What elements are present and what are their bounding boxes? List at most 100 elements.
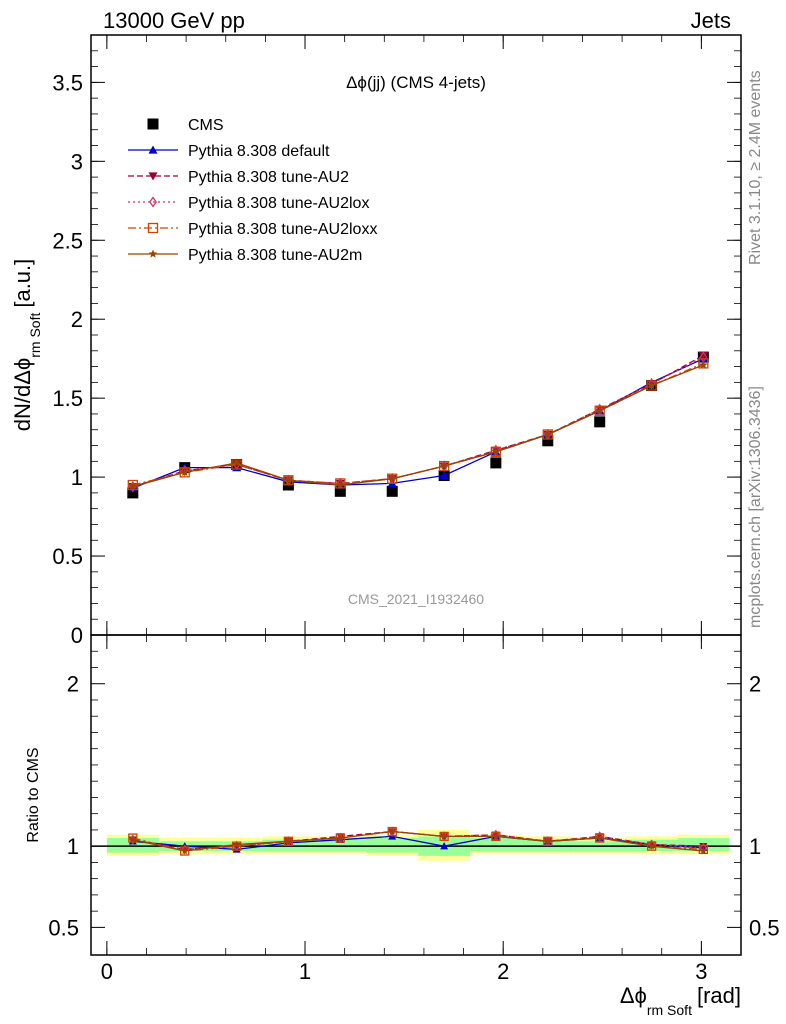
mcplots-label: mcplots.cern.ch [arXiv:1306.3436]: [747, 386, 764, 628]
ratio-point: [180, 847, 189, 855]
data-point: [335, 478, 346, 489]
ratio-point: [440, 832, 448, 840]
ratio-point: [284, 837, 293, 845]
header-right: Jets: [691, 8, 731, 33]
data-point: [595, 403, 604, 415]
data-point: [386, 485, 398, 497]
series-line: [132, 364, 704, 488]
ratio-point: [388, 827, 396, 835]
main-y-tick-label: 0: [71, 623, 83, 648]
legend-label: Pythia 8.308 tune-AU2lox: [188, 195, 369, 212]
ratio-point: [648, 839, 656, 850]
series-pythia-8-308-tune-au2loxx: [127, 358, 709, 491]
main-y-tick-label: 1: [71, 465, 83, 490]
main-y-tick-label: 1.5: [52, 386, 83, 411]
data-point: [594, 416, 606, 428]
data-point: [490, 446, 502, 457]
data-point: [595, 406, 604, 415]
main-panel: 0 0.5 1 1.5 2 2.5 3 3.5 Δϕ(jj) (CMS 4-jets) CMS…: [10, 34, 742, 648]
data-point: [232, 458, 241, 467]
ratio-point: [232, 840, 241, 848]
legend-marker: [149, 196, 157, 208]
legend-marker: [148, 172, 158, 181]
data-point: [439, 461, 449, 470]
ratio-point: [492, 832, 500, 840]
legend-entry: Pythia 8.308 tune-AU2lox: [128, 195, 369, 212]
legend-entry: CMS: [147, 117, 224, 134]
series-pythia-8-308-tune-au2lox: [128, 351, 708, 493]
ratio-y-tick-label-right: 2: [749, 672, 761, 697]
xlabel-main: Δϕ: [620, 983, 647, 1008]
ylabel-sub: rm Soft: [27, 313, 43, 358]
data-point: [490, 457, 502, 469]
ratio-line: [132, 830, 704, 851]
legend-entry: Pythia 8.308 default: [128, 143, 330, 160]
data-point: [438, 460, 450, 472]
x-axis-title: Δϕrm Soft [rad]: [620, 983, 741, 1018]
x-tick-label: 2: [497, 959, 509, 984]
data-point: [646, 380, 657, 391]
legend-label: CMS: [188, 117, 224, 134]
legend-marker: [147, 118, 159, 130]
ylabel-main: dN/dΔϕ: [10, 358, 35, 432]
ratio-y-tick-label-right: 1: [749, 834, 761, 859]
legend-label: Pythia 8.308 tune-AU2: [188, 169, 349, 186]
data-point: [491, 447, 501, 456]
ratio-point: [595, 834, 604, 842]
ratio-point: [181, 844, 189, 855]
ratio-point: [544, 837, 552, 845]
data-point: [439, 471, 449, 480]
data-point: [594, 405, 605, 416]
main-y-tick-label: 0.5: [52, 544, 83, 569]
data-point: [334, 485, 346, 497]
data-point: [180, 467, 189, 476]
data-point: [336, 480, 345, 489]
ratio-point: [492, 829, 500, 840]
series-pythia-8-308-tune-au2m: [128, 360, 708, 491]
xlabel-unit: [rad]: [697, 983, 741, 1008]
xlabel-sub: rm Soft: [647, 1002, 692, 1018]
rivet-label: Rivet 3.1.10, ≥ 2.4M events: [747, 70, 764, 265]
x-tick-label: 1: [299, 959, 311, 984]
ratio-point: [698, 844, 708, 855]
series-pythia-8-308-default: [128, 354, 708, 492]
y-axis-title: dN/dΔϕrm Soft [a.u.]: [10, 259, 43, 432]
ratio-point: [699, 847, 708, 855]
data-point: [647, 381, 656, 390]
ratio-point: [129, 835, 137, 843]
ratio-ylabel: Ratio to CMS: [25, 747, 42, 842]
data-point: [128, 482, 138, 491]
legend-label: Pythia 8.308 default: [188, 143, 330, 160]
data-point: [698, 358, 709, 369]
data-point: [698, 351, 708, 361]
x-tick-label: 0: [101, 959, 113, 984]
data-point: [284, 475, 293, 484]
svg-text:dN/dΔϕrm Soft[a.u.]: dN/dΔϕrm Soft [a.u.]: [10, 259, 43, 432]
main-y-tick-label: 3.5: [52, 70, 83, 95]
series-cms: [127, 351, 709, 499]
ratio-panel: 0.5 0.5 1 1 2 2 0 1 2 3 Ratio to CMS: [25, 634, 780, 984]
ratio-series-pythia-8-308-tune-au2m: [129, 827, 708, 855]
series-line: [132, 358, 704, 489]
data-point: [180, 465, 189, 477]
ratio-point: [128, 833, 138, 843]
ylabel-unit: [a.u.]: [10, 259, 35, 308]
ratio-frame: [90, 634, 742, 956]
main-y-tick-label: 2.5: [52, 228, 83, 253]
data-point: [387, 474, 397, 483]
data-point: [543, 430, 553, 439]
band-segment: [314, 839, 367, 852]
ratio-point: [336, 834, 345, 842]
main-y-tick-label: 3: [71, 149, 83, 174]
data-point: [127, 487, 139, 499]
x-tick-label: 3: [695, 959, 707, 984]
legend-marker: [147, 222, 159, 234]
ratio-point: [440, 842, 449, 850]
legend: CMS Pythia 8.308 default Pythia 8.308 tune…: [128, 117, 377, 264]
ratio-point: [596, 831, 604, 842]
legend-entry: Pythia 8.308 tune-AU2m: [128, 247, 362, 264]
main-y-tick-label: 2: [71, 307, 83, 332]
ratio-point: [647, 842, 656, 850]
data-point: [179, 467, 190, 478]
band-segment: [470, 838, 522, 852]
